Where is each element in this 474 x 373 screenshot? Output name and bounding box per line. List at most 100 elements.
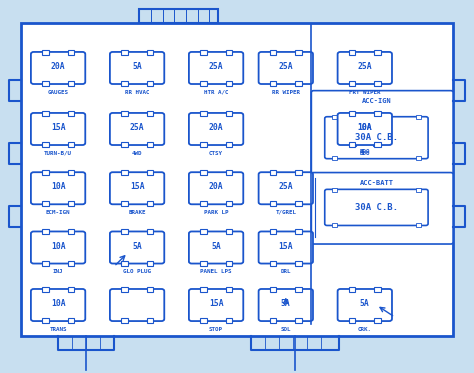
Bar <box>68 81 74 86</box>
Bar <box>295 170 302 175</box>
Bar <box>349 287 356 292</box>
FancyBboxPatch shape <box>259 172 313 204</box>
Bar <box>349 50 356 55</box>
Bar <box>226 229 232 234</box>
FancyBboxPatch shape <box>337 113 392 145</box>
Text: 5A: 5A <box>281 299 291 308</box>
Bar <box>350 112 356 117</box>
Bar <box>121 111 128 116</box>
Bar <box>42 201 48 206</box>
Text: PANEL LPS: PANEL LPS <box>201 269 232 274</box>
Text: ACC-IGN: ACC-IGN <box>362 98 391 104</box>
FancyBboxPatch shape <box>31 289 85 321</box>
FancyBboxPatch shape <box>311 173 453 244</box>
FancyBboxPatch shape <box>110 289 164 321</box>
Bar <box>374 81 381 86</box>
Text: 25A: 25A <box>279 182 293 191</box>
Bar <box>42 170 48 175</box>
Bar <box>332 156 337 160</box>
Bar <box>200 287 207 292</box>
Bar <box>416 156 421 160</box>
Bar <box>68 201 74 206</box>
Bar <box>200 261 207 266</box>
Text: 5A: 5A <box>132 242 142 251</box>
Text: INJ: INJ <box>53 269 64 274</box>
FancyBboxPatch shape <box>189 113 243 145</box>
Text: BDO: BDO <box>360 149 370 154</box>
FancyBboxPatch shape <box>259 52 313 84</box>
FancyBboxPatch shape <box>21 23 453 336</box>
Bar <box>42 229 48 234</box>
Text: HTR A/C: HTR A/C <box>204 90 228 95</box>
Text: 25A: 25A <box>279 62 293 71</box>
Bar <box>270 261 276 266</box>
Bar <box>270 287 276 292</box>
Bar <box>42 261 48 266</box>
Bar <box>68 261 74 266</box>
Bar <box>295 318 302 323</box>
Bar <box>139 9 219 23</box>
Text: 20A: 20A <box>209 182 223 191</box>
Bar <box>200 50 207 55</box>
Text: 10A: 10A <box>51 182 65 191</box>
Bar <box>68 142 74 147</box>
Bar <box>332 188 337 192</box>
Text: DRL: DRL <box>281 269 291 274</box>
Text: GAUGES: GAUGES <box>47 90 69 95</box>
Bar <box>121 201 128 206</box>
Text: TRANS: TRANS <box>49 327 67 332</box>
Bar <box>416 223 421 227</box>
Bar <box>226 170 232 175</box>
Bar <box>416 188 421 192</box>
Bar <box>121 287 128 292</box>
Bar <box>373 112 380 117</box>
Bar <box>270 201 276 206</box>
Bar <box>226 261 232 266</box>
FancyBboxPatch shape <box>259 232 313 264</box>
Text: FRT WIPER: FRT WIPER <box>349 90 381 95</box>
Text: 25A: 25A <box>130 123 145 132</box>
Bar <box>373 141 380 146</box>
Bar <box>146 201 153 206</box>
Text: 30A C.B.: 30A C.B. <box>355 133 398 142</box>
Text: 10A: 10A <box>357 123 372 132</box>
Bar <box>200 111 207 116</box>
Bar <box>68 170 74 175</box>
Text: TURN-B/U: TURN-B/U <box>44 151 72 156</box>
Text: CTSY: CTSY <box>209 151 223 156</box>
Text: 5A: 5A <box>360 299 370 308</box>
Bar <box>295 201 302 206</box>
Bar <box>121 318 128 323</box>
Text: GLO PLUG: GLO PLUG <box>123 269 151 274</box>
Bar <box>146 111 153 116</box>
Bar <box>121 81 128 86</box>
Text: 4WD: 4WD <box>132 151 142 156</box>
FancyBboxPatch shape <box>31 113 85 145</box>
Bar <box>226 81 232 86</box>
FancyBboxPatch shape <box>189 52 243 84</box>
Bar <box>146 287 153 292</box>
Text: 15A: 15A <box>130 182 145 191</box>
Text: SOL: SOL <box>281 327 291 332</box>
Bar <box>42 50 48 55</box>
FancyBboxPatch shape <box>339 115 391 144</box>
Bar <box>226 318 232 323</box>
Bar <box>374 50 381 55</box>
Text: 10A: 10A <box>51 299 65 308</box>
FancyBboxPatch shape <box>259 289 313 321</box>
Bar <box>350 141 356 146</box>
Bar <box>349 142 356 147</box>
Bar <box>146 81 153 86</box>
Text: T/GREL: T/GREL <box>275 210 296 215</box>
Bar <box>332 223 337 227</box>
FancyBboxPatch shape <box>31 172 85 204</box>
Text: 5A: 5A <box>132 62 142 71</box>
Bar <box>42 111 48 116</box>
Bar <box>121 142 128 147</box>
Text: 15A: 15A <box>209 299 223 308</box>
FancyBboxPatch shape <box>110 113 164 145</box>
Bar <box>295 50 302 55</box>
Bar <box>68 50 74 55</box>
Text: 25A: 25A <box>357 62 372 71</box>
Bar <box>146 318 153 323</box>
